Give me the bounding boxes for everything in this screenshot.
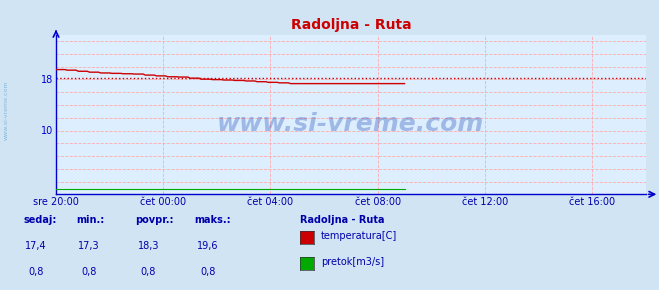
Text: Radoljna - Ruta: Radoljna - Ruta — [300, 215, 384, 224]
Text: min.:: min.: — [76, 215, 104, 224]
Text: 18,3: 18,3 — [138, 241, 159, 251]
Text: 0,8: 0,8 — [28, 267, 44, 277]
Text: 17,3: 17,3 — [78, 241, 100, 251]
Text: pretok[m3/s]: pretok[m3/s] — [321, 258, 384, 267]
Text: maks.:: maks.: — [194, 215, 231, 224]
Text: www.si-vreme.com: www.si-vreme.com — [3, 80, 9, 140]
Title: Radoljna - Ruta: Radoljna - Ruta — [291, 18, 411, 32]
Text: www.si-vreme.com: www.si-vreme.com — [217, 112, 484, 136]
Text: povpr.:: povpr.: — [135, 215, 173, 224]
Text: 0,8: 0,8 — [140, 267, 156, 277]
Text: 0,8: 0,8 — [200, 267, 215, 277]
Text: temperatura[C]: temperatura[C] — [321, 231, 397, 241]
Text: 0,8: 0,8 — [81, 267, 97, 277]
Text: sedaj:: sedaj: — [23, 215, 57, 224]
Text: 19,6: 19,6 — [197, 241, 218, 251]
Text: 17,4: 17,4 — [26, 241, 47, 251]
